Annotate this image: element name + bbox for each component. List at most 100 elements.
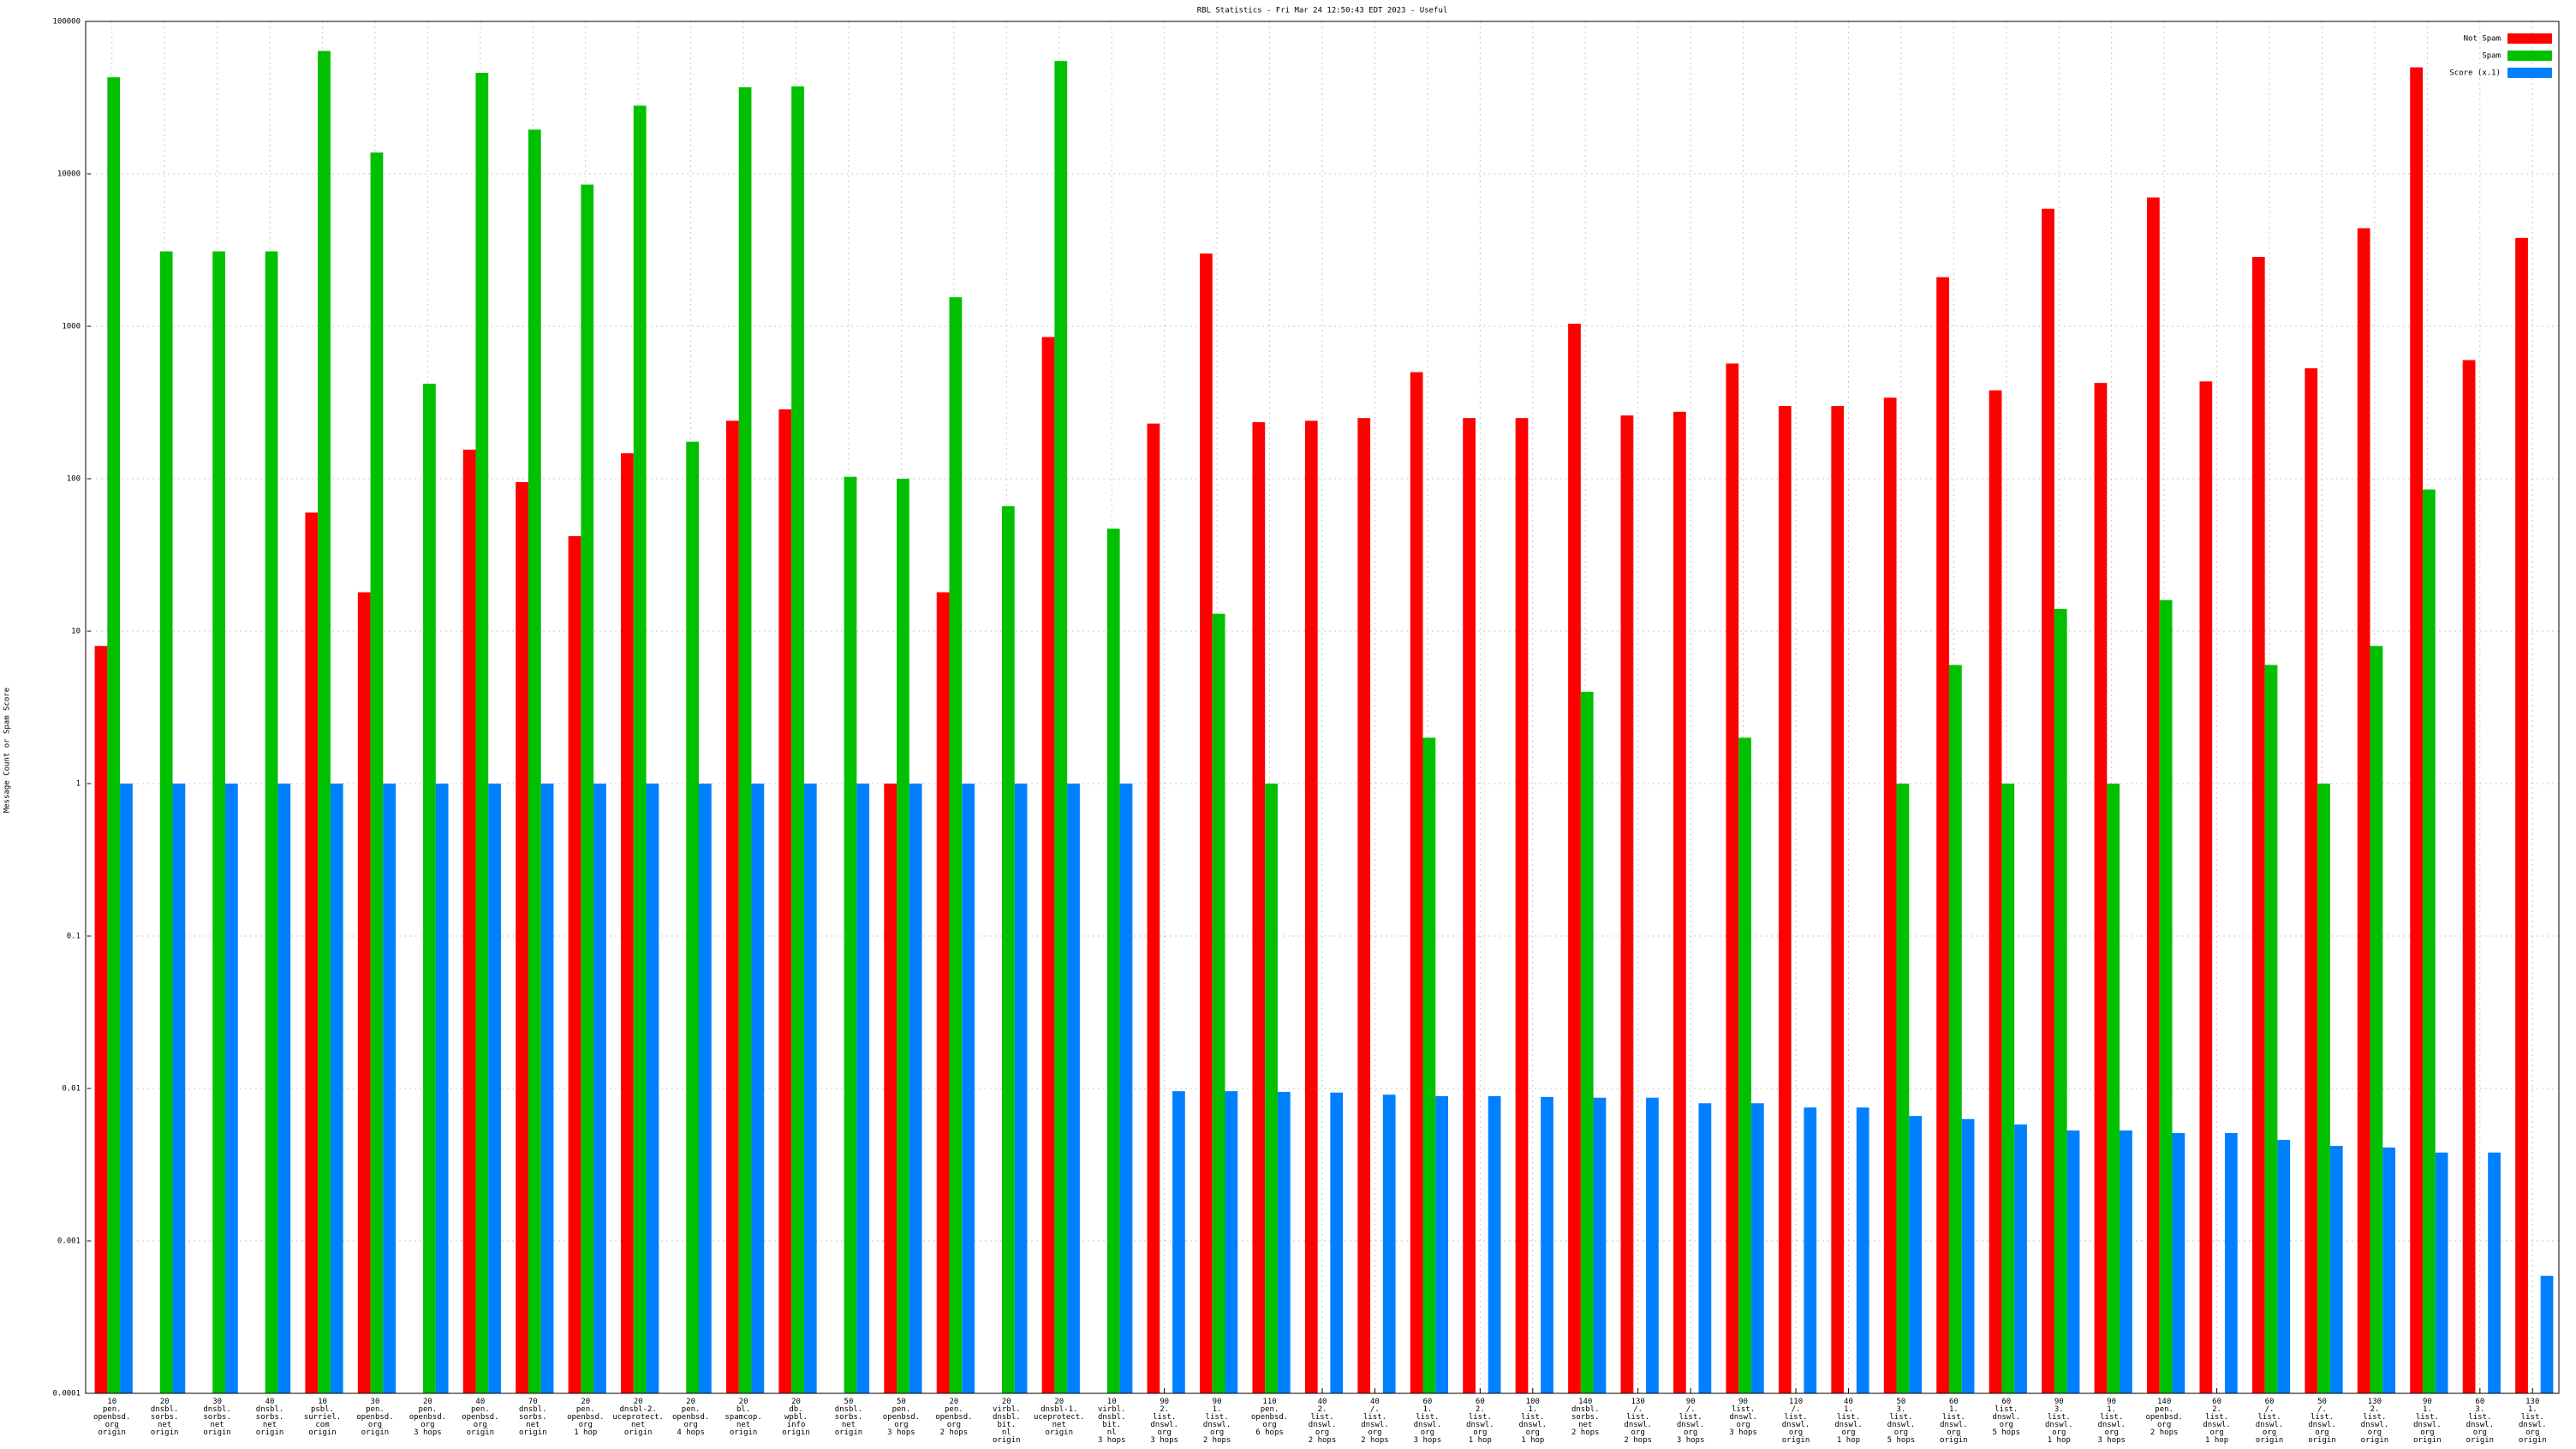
x-tick-label-line: org: [105, 1421, 119, 1429]
x-tick-label-line: org: [2000, 1421, 2013, 1429]
x-tick-label: 140 dnsbl. sorbs. net 2 hops: [1571, 1398, 1600, 1437]
x-tick-label: 20 pen. openbsd. org 1 hop: [567, 1398, 604, 1437]
x-tick-label-line: list.: [1679, 1413, 1702, 1422]
x-tick-label-line: 40: [1844, 1398, 1853, 1406]
x-tick-label-line: list.: [1153, 1413, 1176, 1422]
bar: [1989, 390, 2002, 1393]
bar: [435, 784, 449, 1393]
x-tick-label-line: 60: [2212, 1398, 2221, 1406]
x-tick-label: 30 pen. openbsd. org origin: [356, 1398, 393, 1437]
x-tick-label-line: dnswl.: [1782, 1421, 1810, 1429]
x-tick-label-line: com: [315, 1421, 329, 1429]
x-tick-label: 10 psbl. surriel. com origin: [304, 1398, 341, 1437]
x-tick-label: 60 1. list. dnswl. org origin: [1940, 1398, 1968, 1445]
x-tick-label-line: 1 hop: [2205, 1436, 2228, 1445]
x-tick-label-line: 2.: [1476, 1405, 1485, 1414]
x-tick-label-line: list.: [2257, 1413, 2281, 1422]
bar: [2488, 1152, 2501, 1393]
bar: [224, 784, 238, 1393]
x-tick-label-line: 50: [1896, 1398, 1905, 1406]
y-tick-label: 0.0001: [52, 1390, 80, 1398]
x-tick-label-line: 140: [2157, 1398, 2171, 1406]
x-tick-label-line: /.: [2265, 1405, 2275, 1414]
x-tick-label-line: origin: [1046, 1428, 1074, 1437]
x-tick-label-line: 1.: [1844, 1405, 1853, 1414]
x-tick-label-line: /.: [1633, 1405, 1643, 1414]
x-tick-label-line: dnswl.: [1677, 1421, 1705, 1429]
x-tick-label-line: list.: [2205, 1413, 2228, 1422]
x-tick-label-line: nl: [1107, 1428, 1117, 1437]
bar: [2107, 784, 2120, 1393]
bar: [1410, 372, 1423, 1393]
chart-title: RBL Statistics - Fri Mar 24 12:50:43 EDT…: [1197, 7, 1448, 15]
bar: [540, 784, 554, 1393]
x-tick-label-line: origin: [2361, 1436, 2389, 1445]
x-tick-label-line: 1.: [1949, 1405, 1959, 1414]
bar: [936, 592, 950, 1393]
bar: [2277, 1140, 2291, 1393]
x-tick-label: 10 pen. openbsd. org origin: [93, 1398, 130, 1437]
bar: [2515, 237, 2528, 1393]
x-tick-label-line: origin: [203, 1428, 231, 1437]
x-tick-label-line: openbsd.: [356, 1413, 393, 1422]
x-tick-label-line: 2 hops: [940, 1428, 969, 1437]
bar: [725, 420, 739, 1393]
x-tick-label-line: surriel.: [304, 1413, 341, 1422]
bar: [318, 51, 331, 1393]
bar: [2251, 257, 2265, 1394]
x-tick-label-line: org: [2368, 1428, 2382, 1437]
x-tick-label-line: 3 hops: [1677, 1436, 1705, 1445]
bar: [2540, 1275, 2554, 1393]
x-tick-label-line: 20: [160, 1398, 170, 1406]
x-tick-label-line: dnswl.: [1624, 1421, 1652, 1429]
x-tick-label-line: uceprotect.: [1034, 1413, 1085, 1422]
bar: [2159, 599, 2173, 1393]
x-tick-label-line: list.: [1995, 1405, 2018, 1414]
bar: [1541, 1096, 1553, 1393]
x-tick-label: 40 2. list. dnswl. org 2 hops: [1309, 1398, 1337, 1445]
bar: [2094, 383, 2108, 1394]
x-tick-label-line: 1.: [2107, 1405, 2116, 1414]
x-tick-label-line: 50: [844, 1398, 854, 1406]
y-tick-label: 100: [67, 475, 80, 484]
x-tick-label-line: origin: [1940, 1436, 1968, 1445]
x-tick-label-line: 130: [2368, 1398, 2382, 1406]
x-tick-label-line: 2 hops: [1309, 1436, 1337, 1445]
x-tick-label-line: 1 hop: [1469, 1436, 1492, 1445]
bar: [475, 73, 489, 1394]
x-tick-label: 90 2. list. dnswl. org 3 hops: [1150, 1398, 1178, 1445]
x-tick-label-line: origin: [256, 1428, 284, 1437]
x-tick-label-line: origin: [361, 1428, 390, 1437]
x-tick-label-line: dnswl.: [2203, 1421, 2231, 1429]
x-tick-label: 130 1. list. dnswl. org origin: [2519, 1398, 2547, 1445]
bar: [1909, 1116, 1923, 1393]
bar: [1277, 1091, 1291, 1393]
x-tick-label-line: dnswl.: [1466, 1421, 1494, 1429]
x-tick-label: 90 1. list. dnswl. org 2 hops: [1203, 1398, 1231, 1445]
x-tick-label-line: dnsbl.: [151, 1405, 179, 1414]
bar: [2305, 368, 2318, 1394]
x-tick-label-line: dnswl.: [1414, 1421, 1442, 1429]
x-tick-label-line: org: [2263, 1428, 2276, 1437]
legend-label: Spam: [2482, 52, 2501, 61]
x-tick-label-line: openbsd.: [2145, 1413, 2182, 1422]
x-tick-label-line: 60: [1949, 1398, 1959, 1406]
x-tick-label: 20 dnsbl-2. uceprotect. net origin: [612, 1398, 664, 1437]
x-tick-label: 100 1. list. dnswl. org 1 hop: [1519, 1398, 1547, 1445]
x-tick-label-line: virbl.: [993, 1405, 1021, 1414]
x-tick-label-line: openbsd.: [1251, 1413, 1288, 1422]
bar: [370, 152, 384, 1393]
x-tick-label-line: origin: [308, 1428, 337, 1437]
bar: [738, 86, 752, 1393]
legend-label: Score (x.1): [2449, 69, 2501, 78]
bar: [2329, 1146, 2343, 1393]
bar: [159, 251, 173, 1394]
x-tick-label-line: 110: [1789, 1398, 1803, 1406]
x-tick-label-line: origin: [2256, 1436, 2284, 1445]
x-tick-label-line: 2 hops: [1361, 1436, 1389, 1445]
x-tick-label-line: /.: [1370, 1405, 1380, 1414]
legend-label: Not Spam: [2464, 35, 2501, 44]
x-tick-label: 70 dnsbl. sorbs. net origin: [519, 1398, 547, 1437]
x-tick-label-line: 3 hops: [1729, 1428, 1757, 1437]
x-tick-label: 60 3. list. dnswl. org origin: [2466, 1398, 2495, 1445]
